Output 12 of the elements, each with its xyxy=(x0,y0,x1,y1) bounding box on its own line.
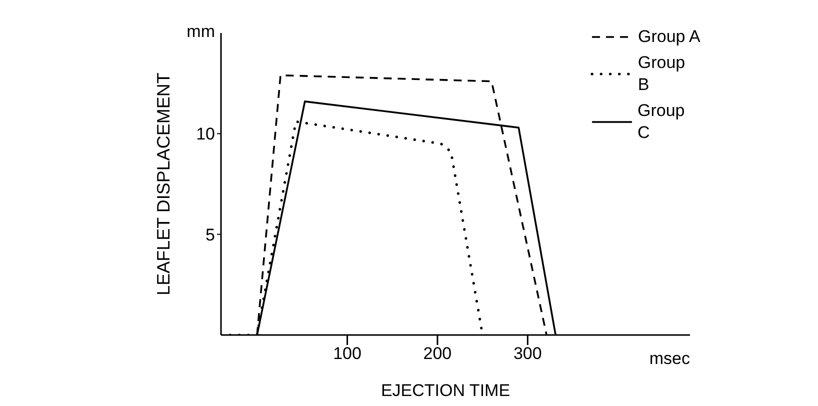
legend-label: Group C xyxy=(637,100,686,144)
x-tick-label: 100 xyxy=(333,344,362,364)
y-tick-label: 10 xyxy=(196,124,215,144)
x-tick-label: 200 xyxy=(423,344,452,364)
y-tick-label: 5 xyxy=(206,225,215,244)
text: msec xyxy=(649,349,690,368)
legend-label: Group A xyxy=(638,26,700,48)
x-tick-label: 300 xyxy=(513,344,542,364)
legend-label: Group B xyxy=(638,52,686,96)
text: mm xyxy=(186,22,215,41)
y-axis-title: LEAFLET DISPLACEMENT xyxy=(153,72,174,296)
x-axis-title: EJECTION TIME xyxy=(380,381,510,400)
